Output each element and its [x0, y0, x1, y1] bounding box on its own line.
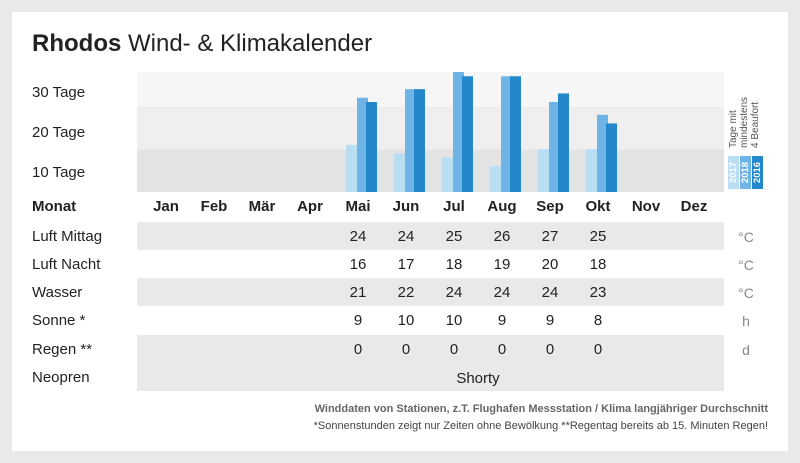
month-header-5: Jun: [392, 198, 420, 215]
footer-source-note: Winddaten von Stationen, z.T. Flughafen …: [314, 403, 768, 415]
table-cell: 21: [349, 284, 367, 301]
table-row-label: Luft Mittag: [32, 228, 103, 245]
month-header-4: Mai: [345, 198, 371, 215]
table-row-label: Wasser: [32, 284, 83, 301]
bar-2018-Jul: [453, 72, 464, 192]
month-header-7: Aug: [487, 198, 517, 215]
legend-year-2018: 2018: [740, 161, 751, 184]
table-cell: 25: [589, 228, 607, 245]
table-cell: 22: [397, 284, 415, 301]
chart-band-1: [137, 106, 724, 150]
table-row-bg: [137, 278, 724, 306]
bar-2018-Aug: [501, 76, 512, 192]
table-cell: 0: [497, 341, 507, 358]
bar-2017-Jun: [394, 153, 406, 192]
legend-item-2018: 2018: [740, 156, 751, 189]
table-cell: 18: [445, 256, 463, 273]
table-cell: 24: [493, 284, 511, 301]
month-header-11: Dez: [680, 198, 708, 215]
chart-band-2: [137, 72, 724, 107]
bar-2018-Mai: [357, 97, 368, 192]
table-row-label: Luft Nacht: [32, 256, 101, 273]
table-cell: 24: [349, 228, 367, 245]
legend-year-2017: 2017: [728, 161, 739, 184]
table-cell: 20: [541, 256, 559, 273]
month-header-10: Nov: [631, 198, 661, 215]
table-cell: 27: [541, 228, 559, 245]
table-row-unit: h: [742, 313, 750, 329]
bar-2018-Jun: [405, 89, 416, 192]
bar-2017-Aug: [490, 166, 502, 192]
footer-footnotes: *Sonnenstunden zeigt nur Zeiten ohne Bew…: [313, 420, 768, 432]
table-cell: 9: [497, 312, 507, 329]
bar-2018-Sep: [549, 102, 560, 192]
neopren-value: Shorty: [456, 370, 500, 387]
bar-2016-Mai: [366, 102, 377, 192]
table-cell: 23: [589, 284, 607, 301]
table-cell: 24: [445, 284, 463, 301]
neopren-label: Neopren: [32, 369, 90, 386]
table-cell: 25: [445, 228, 463, 245]
table-cell: 0: [353, 341, 363, 358]
title-subtitle: Wind- & Klimakalender: [128, 30, 373, 57]
bar-2016-Jul: [462, 76, 473, 192]
y-tick-label-30: 30 Tage: [32, 84, 86, 101]
table-cell: 0: [593, 341, 603, 358]
legend-item-2017: 2017: [728, 156, 739, 189]
title-location: Rhodos: [32, 30, 122, 57]
table-cell: 24: [541, 284, 559, 301]
table-cell: 8: [593, 312, 603, 329]
bar-2016-Okt: [606, 123, 617, 192]
table-cell: 0: [545, 341, 555, 358]
neopren-row-bg: [137, 363, 724, 391]
wind-chart: [137, 72, 724, 192]
table-cell: 19: [493, 256, 511, 273]
month-header-8: Sep: [536, 198, 564, 215]
table-cell: 10: [397, 312, 415, 329]
table-cell: 0: [401, 341, 411, 358]
table-row-unit: °C: [738, 229, 754, 245]
legend-item-2016: 2016: [752, 156, 763, 189]
table-row-bg: [137, 222, 724, 250]
table-row-unit: d: [742, 342, 750, 358]
table-cell: 17: [397, 256, 415, 273]
bar-2018-Okt: [597, 114, 608, 192]
table-cell: 16: [349, 256, 367, 273]
table-header-label: Monat: [32, 198, 77, 215]
table-cell: 0: [449, 341, 459, 358]
month-header-2: Mär: [248, 198, 276, 215]
table-cell: 18: [589, 256, 607, 273]
bar-2017-Okt: [586, 149, 598, 192]
table-row-unit: °C: [738, 257, 754, 273]
bar-2016-Aug: [510, 76, 521, 192]
table-row-bg: [137, 335, 724, 363]
legend-label-line2: mindestens: [739, 96, 750, 148]
bar-2016-Sep: [558, 93, 569, 192]
bar-2016-Jun: [414, 89, 425, 192]
table-cell: 9: [353, 312, 363, 329]
chart-band-0: [137, 149, 724, 192]
table-row-label: Sonne *: [32, 312, 86, 329]
table-cell: 9: [545, 312, 555, 329]
table-row-unit: °C: [738, 285, 754, 301]
y-tick-label-10: 10 Tage: [32, 164, 86, 181]
table-row-label: Regen **: [32, 341, 93, 358]
page-title: Rhodos Wind- & Klimakalender: [32, 30, 372, 58]
month-header-1: Feb: [200, 198, 228, 215]
legend-label-line3: 4 Beaufort: [750, 101, 761, 148]
bar-2017-Jul: [442, 157, 454, 192]
legend-year-2016: 2016: [752, 161, 763, 184]
bar-2017-Mai: [346, 144, 358, 192]
y-tick-label-20: 20 Tage: [32, 124, 86, 141]
table-cell: 26: [493, 228, 511, 245]
month-header-0: Jan: [153, 198, 179, 215]
month-header-9: Okt: [585, 198, 611, 215]
legend-label-line1: Tage mit: [728, 110, 739, 148]
table-cell: 10: [445, 312, 463, 329]
bar-2017-Sep: [538, 149, 550, 192]
month-header-3: Apr: [297, 198, 323, 215]
month-header-6: Jul: [443, 198, 465, 215]
table-cell: 24: [397, 228, 415, 245]
